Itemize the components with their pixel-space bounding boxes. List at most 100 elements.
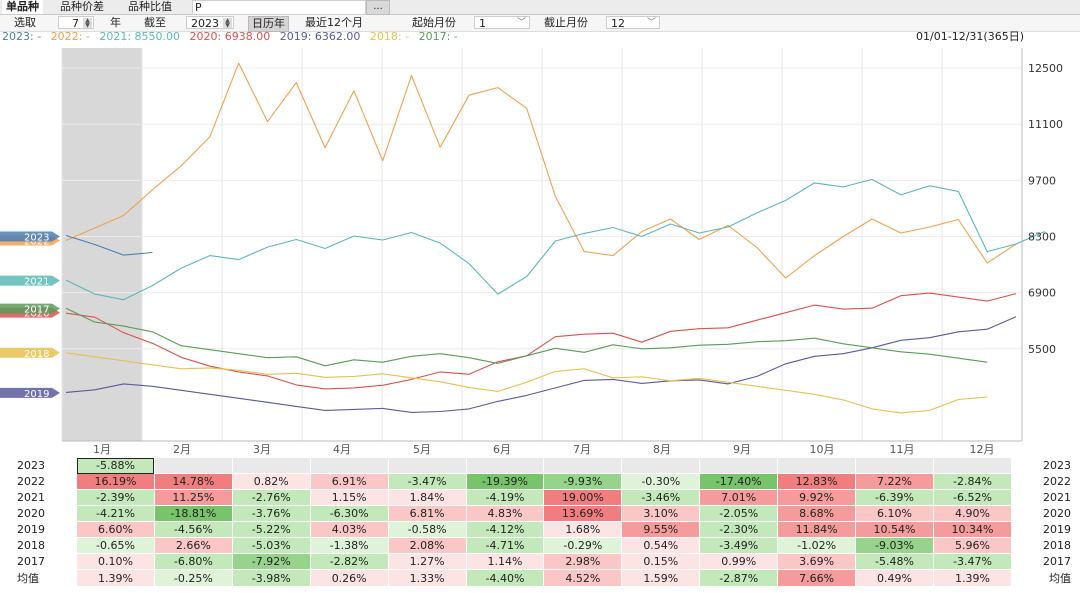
return-cell[interactable]: 0.82%	[231, 473, 311, 490]
return-cell[interactable]	[932, 457, 1013, 474]
return-cell[interactable]: 1.27%	[387, 553, 467, 570]
return-cell[interactable]: -5.22%	[231, 521, 311, 538]
return-cell[interactable]: -2.82%	[309, 553, 389, 570]
return-cell[interactable]: -2.30%	[699, 521, 779, 538]
return-cell[interactable]	[777, 457, 857, 474]
return-cell[interactable]: 7.66%	[777, 569, 857, 587]
return-cell[interactable]: -0.29%	[543, 537, 623, 554]
return-cell[interactable]: -3.47%	[932, 553, 1013, 570]
return-cell[interactable]: 1.59%	[621, 569, 701, 587]
return-cell[interactable]: -9.93%	[543, 473, 623, 490]
return-cell[interactable]: -3.76%	[231, 505, 311, 522]
end-month-select[interactable]: 12 ﹀	[606, 16, 660, 30]
return-cell[interactable]: -19.39%	[465, 473, 545, 490]
symbol-input[interactable]: P	[192, 0, 366, 15]
return-cell[interactable]: 2.66%	[153, 537, 233, 554]
return-cell[interactable]	[621, 457, 701, 474]
return-cell[interactable]: 12.83%	[777, 473, 857, 490]
return-cell[interactable]: 1.14%	[465, 553, 545, 570]
return-cell[interactable]: -2.39%	[76, 489, 155, 506]
return-cell[interactable]: 11.84%	[777, 521, 857, 538]
return-cell[interactable]: -9.03%	[855, 537, 934, 554]
return-cell[interactable]: -5.03%	[231, 537, 311, 554]
return-cell[interactable]: -4.19%	[465, 489, 545, 506]
return-cell[interactable]: -4.56%	[153, 521, 233, 538]
years-stepper[interactable]: 7 ▲ ▼	[58, 16, 94, 30]
return-cell[interactable]	[855, 457, 934, 474]
return-cell[interactable]: 13.69%	[543, 505, 623, 522]
return-cell[interactable]: 0.49%	[855, 569, 934, 587]
return-cell[interactable]: 4.83%	[465, 505, 545, 522]
stepper-arrows-icon[interactable]: ▲ ▼	[83, 18, 92, 29]
return-cell[interactable]: -4.12%	[465, 521, 545, 538]
return-cell[interactable]: 1.39%	[76, 569, 155, 587]
start-month-select[interactable]: 1 ﹀	[474, 16, 530, 30]
tab-single-variety[interactable]: 单品种	[2, 0, 43, 14]
return-cell[interactable]: 6.10%	[855, 505, 934, 522]
return-cell[interactable]: -6.52%	[932, 489, 1013, 506]
return-cell[interactable]: 9.92%	[777, 489, 857, 506]
more-button[interactable]: ...	[366, 0, 390, 15]
return-cell[interactable]: 4.90%	[932, 505, 1013, 522]
return-cell[interactable]: 1.84%	[387, 489, 467, 506]
return-cell[interactable]	[231, 457, 311, 474]
return-cell[interactable]: -3.98%	[231, 569, 311, 587]
return-cell[interactable]: 7.01%	[699, 489, 779, 506]
return-cell[interactable]	[465, 457, 545, 474]
return-cell[interactable]: 6.60%	[76, 521, 155, 538]
return-cell[interactable]: 4.03%	[309, 521, 389, 538]
return-cell[interactable]: -17.40%	[699, 473, 779, 490]
tab-variety-ratio[interactable]: 品种比值	[128, 0, 172, 13]
return-cell[interactable]: 1.39%	[932, 569, 1013, 587]
return-cell[interactable]: -4.40%	[465, 569, 545, 587]
return-cell[interactable]: -2.76%	[231, 489, 311, 506]
cutoff-year-stepper[interactable]: 2023 ▲ ▼	[186, 16, 234, 30]
tab-variety-spread[interactable]: 品种价差	[60, 0, 104, 13]
return-cell[interactable]: 19.00%	[543, 489, 623, 506]
return-cell[interactable]: 0.26%	[309, 569, 389, 587]
return-cell[interactable]: -0.25%	[153, 569, 233, 587]
return-cell[interactable]: 8.68%	[777, 505, 857, 522]
return-cell[interactable]: 11.25%	[153, 489, 233, 506]
return-cell[interactable]	[387, 457, 467, 474]
return-cell[interactable]: -0.30%	[621, 473, 701, 490]
return-cell[interactable]: -6.30%	[309, 505, 389, 522]
calendar-year-button[interactable]: 日历年	[248, 16, 289, 32]
return-cell[interactable]: 2.98%	[543, 553, 623, 570]
return-cell[interactable]	[699, 457, 779, 474]
return-cell[interactable]: -3.49%	[699, 537, 779, 554]
return-cell[interactable]: 4.52%	[543, 569, 623, 587]
return-cell[interactable]: -1.02%	[777, 537, 857, 554]
return-cell[interactable]: -2.87%	[699, 569, 779, 587]
return-cell[interactable]	[309, 457, 389, 474]
return-cell[interactable]: -4.21%	[76, 505, 155, 522]
return-cell[interactable]: -1.38%	[309, 537, 389, 554]
return-cell[interactable]: 3.69%	[777, 553, 857, 570]
return-cell[interactable]: 2.08%	[387, 537, 467, 554]
return-cell[interactable]: -2.84%	[932, 473, 1013, 490]
return-cell[interactable]: 0.99%	[699, 553, 779, 570]
return-cell[interactable]: 7.22%	[855, 473, 934, 490]
return-cell[interactable]: 3.10%	[621, 505, 701, 522]
return-cell[interactable]: 0.54%	[621, 537, 701, 554]
return-cell[interactable]: -4.71%	[465, 537, 545, 554]
return-cell[interactable]: 6.91%	[309, 473, 389, 490]
return-cell[interactable]: -18.81%	[153, 505, 233, 522]
stepper-arrows-icon[interactable]: ▲ ▼	[223, 18, 232, 29]
return-cell[interactable]: 10.34%	[932, 521, 1013, 538]
return-cell[interactable]: -0.58%	[387, 521, 467, 538]
return-cell[interactable]: -2.05%	[699, 505, 779, 522]
return-cell[interactable]: -6.80%	[153, 553, 233, 570]
return-cell[interactable]: 0.15%	[621, 553, 701, 570]
return-cell[interactable]: -5.48%	[855, 553, 934, 570]
return-cell[interactable]: 6.81%	[387, 505, 467, 522]
return-cell[interactable]	[543, 457, 623, 474]
return-cell[interactable]: 14.78%	[153, 473, 233, 490]
return-cell[interactable]: 16.19%	[76, 473, 155, 490]
return-cell[interactable]: 1.15%	[309, 489, 389, 506]
return-cell[interactable]: 5.96%	[932, 537, 1013, 554]
return-cell[interactable]: 10.54%	[855, 521, 934, 538]
return-cell[interactable]	[153, 457, 233, 474]
last-12-months-button[interactable]: 最近12个月	[305, 16, 363, 29]
